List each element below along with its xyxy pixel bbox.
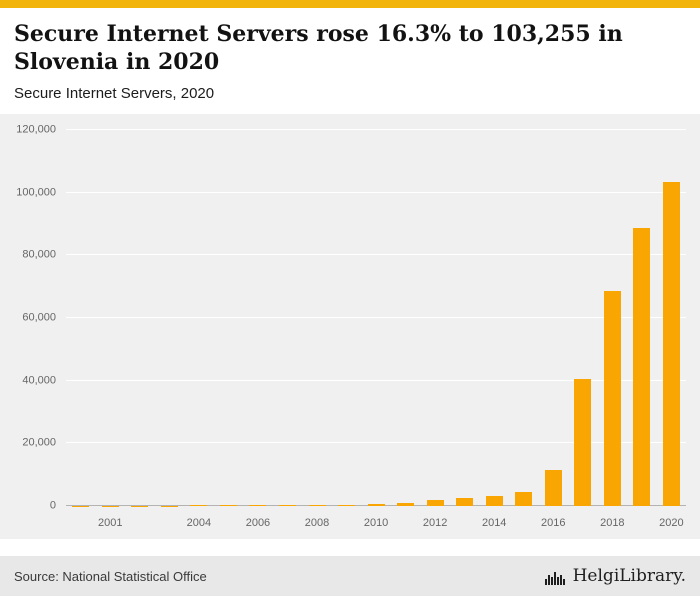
- x-tick-slot: 2012: [420, 513, 450, 533]
- chart-bar: [249, 505, 267, 506]
- footer-bar: Source: National Statistical Office Helg…: [0, 556, 700, 596]
- x-tick-slot: [66, 513, 96, 533]
- x-tick-slot: 2006: [243, 513, 273, 533]
- chart-bar: [308, 504, 326, 506]
- chart-bar: [426, 500, 444, 506]
- gridline: [66, 129, 686, 130]
- chart-bar: [397, 502, 415, 506]
- bar-slot: [509, 130, 539, 506]
- y-tick-label: 100,000: [16, 186, 56, 199]
- x-tick-label: 2014: [481, 517, 507, 529]
- chart-bar: [367, 504, 385, 506]
- x-tick-label: 2004: [186, 517, 212, 529]
- x-tick-slot: 2014: [479, 513, 509, 533]
- x-tick-slot: [509, 513, 539, 533]
- y-tick-label: 80,000: [22, 248, 56, 261]
- bars: [66, 130, 686, 506]
- gridline: [66, 254, 686, 256]
- gridline: [66, 442, 686, 444]
- x-tick-slot: [125, 513, 155, 533]
- x-tick-slot: 2018: [598, 513, 628, 533]
- x-tick-slot: [214, 513, 244, 533]
- bar-slot: [598, 130, 628, 506]
- chart-bar: [603, 291, 621, 506]
- spacer: [0, 539, 700, 556]
- chart-bar: [515, 492, 533, 506]
- x-tick-slot: [450, 513, 480, 533]
- chart-bar: [633, 227, 651, 506]
- chart-bar: [456, 498, 474, 506]
- bar-slot: [539, 130, 569, 506]
- chart-bar: [190, 505, 208, 506]
- x-tick-slot: [391, 513, 421, 533]
- x-tick-slot: 2020: [657, 513, 687, 533]
- bar-slot: [243, 130, 273, 506]
- chart: 0 20,000 40,000 60,000 80,000 100,000 120,000 …: [0, 114, 700, 539]
- bar-slot: [66, 130, 96, 506]
- x-tick-slot: [155, 513, 185, 533]
- top-accent-bar: [0, 0, 700, 8]
- bar-slot: [657, 130, 687, 506]
- gridline: [66, 191, 686, 193]
- bar-chart-logo-icon: [544, 570, 566, 585]
- x-tick-slot: 2010: [361, 513, 391, 533]
- x-tick-slot: 2016: [539, 513, 569, 533]
- bar-slot: [568, 130, 598, 506]
- bar-slot: [214, 130, 244, 506]
- x-tick-slot: [273, 513, 303, 533]
- bar-slot: [391, 130, 421, 506]
- bar-slot: [479, 130, 509, 506]
- y-tick-label: 60,000: [22, 311, 56, 324]
- plot-area: 0 20,000 40,000 60,000 80,000 100,000 120,000: [16, 124, 686, 511]
- bar-slot: [420, 130, 450, 506]
- x-axis: 2001 2004 2006 2008 2010 2012 2014 2016 2018 2020: [66, 506, 686, 533]
- x-tick-slot: 2008: [302, 513, 332, 533]
- x-tick-label: 2010: [363, 517, 389, 529]
- chart-subtitle: Secure Internet Servers, 2020: [14, 85, 215, 102]
- bar-slot: [96, 130, 126, 506]
- x-tick-label: 2016: [541, 517, 566, 529]
- helgi-logo: HelgiLibrary.: [544, 565, 686, 586]
- chart-bar: [338, 504, 356, 506]
- helgi-logo-text: HelgiLibrary.: [572, 565, 686, 586]
- chart-bar: [662, 182, 680, 506]
- x-tick-slot: [332, 513, 362, 533]
- bar-slot: [302, 130, 332, 506]
- chart-bar: [574, 379, 592, 506]
- x-tick-label: 2012: [422, 517, 448, 529]
- page-title: Secure Internet Servers rose 16.3% to 10…: [14, 21, 623, 75]
- x-tick-label: 2008: [304, 517, 330, 529]
- y-tick-label: 20,000: [22, 436, 56, 449]
- chart-bar: [219, 505, 237, 506]
- bar-slot: [450, 130, 480, 506]
- chart-bar: [485, 496, 503, 506]
- x-tick-label: 2001: [98, 517, 123, 529]
- x-tick-slot: 2004: [184, 513, 214, 533]
- bar-slot: [155, 130, 185, 506]
- bar-slot: [184, 130, 214, 506]
- y-tick-label: 120,000: [16, 123, 56, 136]
- header: Secure Internet Servers rose 16.3% to 10…: [0, 8, 700, 114]
- gridline: [66, 317, 686, 318]
- gridline: [66, 379, 686, 381]
- x-tick-slot: [568, 513, 598, 533]
- y-tick-label: 40,000: [22, 374, 56, 387]
- x-tick-label: 2020: [659, 517, 684, 529]
- chart-bar: [544, 469, 562, 506]
- y-tick-label: 0: [49, 499, 56, 512]
- bar-slot: [332, 130, 362, 506]
- chart-bar: [278, 504, 296, 506]
- x-tick-slot: [627, 513, 657, 533]
- bar-slot: [361, 130, 391, 506]
- x-tick-label: 2006: [245, 517, 271, 529]
- source-text: Source: National Statistical Office: [14, 568, 207, 584]
- bar-slot: [125, 130, 155, 506]
- bar-slot: [273, 130, 303, 506]
- bar-slot: [627, 130, 657, 506]
- x-tick-label: 2018: [600, 517, 625, 529]
- x-tick-slot: 2001: [96, 513, 126, 533]
